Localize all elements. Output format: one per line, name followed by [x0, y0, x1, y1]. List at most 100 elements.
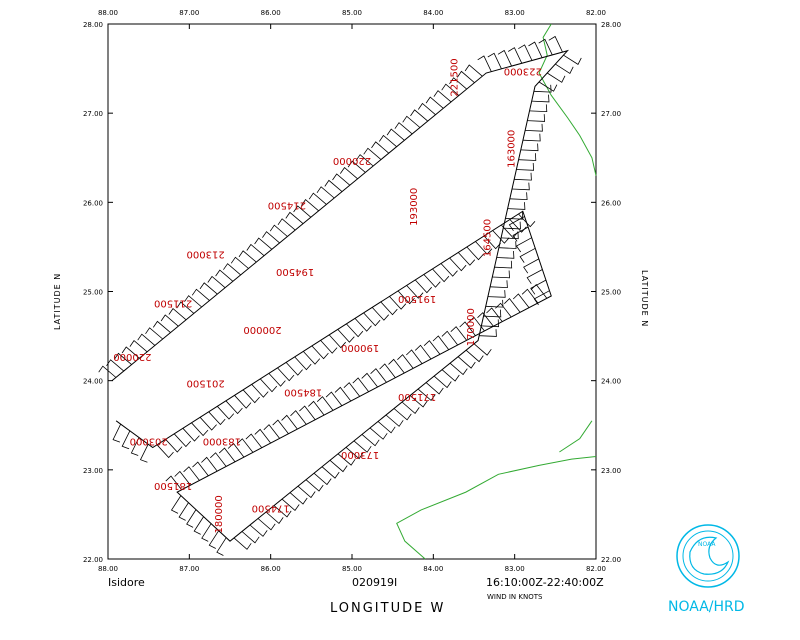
- wind-barb: [178, 502, 189, 521]
- lon-tick-label-bottom: 86.00: [261, 565, 281, 573]
- wind-barb: [546, 72, 566, 83]
- wind-barb: [182, 428, 200, 442]
- wind-barb: [485, 299, 504, 308]
- lat-tick-label-right: 27.00: [601, 110, 621, 118]
- wind-barb: [498, 241, 517, 249]
- wind-barb: [165, 475, 182, 491]
- wind-barb: [308, 192, 327, 205]
- wind-barb: [509, 192, 528, 201]
- time-label-layer: 220000 211500 213000 214500 220000 221500 2230…: [113, 58, 542, 533]
- wind-barb: [268, 373, 286, 387]
- lat-tick-label-right: 26.00: [601, 199, 621, 207]
- wind-barb: [265, 511, 284, 524]
- wind-barb: [449, 362, 468, 376]
- wind-barb: [277, 218, 296, 231]
- wind-barb: [230, 256, 249, 269]
- wind-barb: [450, 326, 467, 341]
- wind-barb: [494, 260, 513, 269]
- wind-barb: [242, 389, 260, 404]
- time-label: 201500: [187, 378, 225, 389]
- coastline: [538, 23, 597, 176]
- wind-barb: [269, 224, 288, 237]
- wind-barb: [410, 109, 428, 122]
- wind-barb: [193, 516, 204, 535]
- time-label: 220000: [113, 351, 151, 362]
- wind-barb: [227, 442, 245, 458]
- wind-barb: [337, 329, 355, 343]
- wind-barb: [479, 329, 497, 337]
- wind-barb: [113, 352, 132, 365]
- wind-barb: [225, 400, 243, 415]
- wind-barb: [548, 35, 563, 53]
- wind-barb: [245, 433, 263, 449]
- plot-frame: [107, 23, 597, 560]
- wind-barb: [191, 422, 209, 437]
- wind-barb: [328, 334, 346, 349]
- wind-barb: [514, 172, 532, 181]
- lon-tick-label-top: 83.00: [505, 9, 525, 17]
- wind-barb: [186, 509, 197, 528]
- wind-barb: [518, 153, 537, 161]
- wind-barb: [458, 252, 476, 266]
- wind-barb: [301, 199, 319, 212]
- lat-tick-label-left: 25.00: [83, 289, 103, 297]
- time-label: 184500: [284, 387, 322, 398]
- wind-barb: [492, 230, 510, 244]
- lon-tick-label-top: 86.00: [261, 9, 281, 17]
- wind-barb: [199, 417, 217, 431]
- wind-barb: [379, 363, 396, 378]
- wind-barb: [531, 94, 550, 103]
- wind-barb: [526, 269, 543, 284]
- lon-tick-label-top: 84.00: [423, 9, 443, 17]
- wind-barb: [555, 63, 574, 74]
- wind-barb: [218, 447, 236, 463]
- wind-barb: [504, 297, 521, 313]
- wind-barb: [441, 83, 460, 96]
- wind-barb: [538, 81, 558, 92]
- time-label: 163000: [507, 130, 518, 168]
- time-label: 191500: [398, 293, 436, 304]
- wind-barb: [152, 320, 171, 333]
- wind-barb: [414, 279, 433, 294]
- time-label: 174500: [252, 503, 290, 514]
- wind-barb: [257, 518, 276, 531]
- wind-barb: [511, 182, 530, 191]
- wind-barb: [522, 133, 541, 142]
- wind-barb: [497, 49, 512, 67]
- time-label: 200000: [243, 324, 281, 335]
- wind-barb: [417, 102, 436, 116]
- wind-barb: [394, 122, 413, 135]
- wind-barb: [98, 365, 117, 378]
- lat-tick-label-left: 28.00: [83, 21, 103, 29]
- lon-tick-label-bottom: 82.00: [586, 565, 606, 573]
- wind-barb: [406, 349, 423, 364]
- lat-tick-label-right: 23.00: [601, 467, 621, 475]
- wind-barb: [490, 280, 508, 289]
- wind-barb: [525, 123, 543, 132]
- wind-barb: [277, 367, 295, 382]
- wind-barb: [563, 54, 582, 65]
- wind-barb: [223, 263, 241, 276]
- wind-barb: [389, 296, 407, 310]
- wind-barb: [254, 237, 273, 250]
- time-range: 16:10:00Z-22:40:00Z: [486, 576, 604, 589]
- wind-barb: [465, 349, 484, 363]
- wind-barb: [527, 114, 546, 122]
- agency-label: NOAA/HRD: [668, 599, 745, 615]
- wind-barb: [477, 312, 494, 327]
- wind-barb: [509, 219, 527, 233]
- lon-tick-label-top: 85.00: [342, 9, 362, 17]
- wind-barb: [201, 456, 218, 472]
- wind-barb: [262, 231, 280, 244]
- lat-tick-label-right: 22.00: [601, 556, 621, 564]
- wind-barb: [409, 395, 428, 408]
- wind-barb: [481, 319, 500, 328]
- wind-barb: [139, 444, 149, 463]
- wind-barb: [290, 410, 307, 425]
- wind-barb: [512, 293, 530, 308]
- wind-barb: [313, 472, 332, 486]
- wind-barb: [236, 438, 254, 453]
- wind-barb: [215, 269, 234, 282]
- coastline: [396, 455, 597, 560]
- wind-barb: [530, 284, 548, 299]
